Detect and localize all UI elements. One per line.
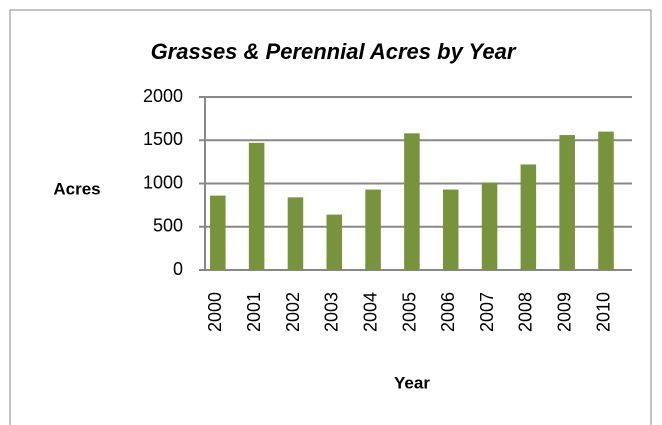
x-axis-label: Year xyxy=(394,373,430,392)
x-tick-label: 2010 xyxy=(593,292,613,332)
bar xyxy=(481,182,498,270)
x-tick-label: 2001 xyxy=(244,292,264,332)
y-tick-label: 500 xyxy=(153,216,183,236)
x-tick-label: 2003 xyxy=(322,292,342,332)
bar xyxy=(404,133,420,270)
x-tick-label: 2000 xyxy=(205,292,225,332)
bar xyxy=(248,142,265,270)
y-axis-label: Acres xyxy=(53,179,100,198)
bar xyxy=(520,164,537,270)
y-tick-label: 1000 xyxy=(143,172,183,192)
bar xyxy=(365,189,381,270)
x-tick-label: 2007 xyxy=(477,292,497,332)
bar xyxy=(326,214,343,270)
x-tick-label: 2006 xyxy=(438,292,458,332)
x-tick-label: 2009 xyxy=(555,292,575,332)
y-tick-label: 1500 xyxy=(143,129,183,149)
bar xyxy=(559,135,575,270)
bar xyxy=(598,131,614,270)
bar xyxy=(442,189,459,270)
x-tick-label: 2002 xyxy=(283,292,303,332)
bar xyxy=(210,195,226,270)
y-tick-label: 0 xyxy=(173,259,183,279)
x-tick-label: 2005 xyxy=(399,292,419,332)
x-tick-label: 2008 xyxy=(516,292,536,332)
x-tick-label: 2004 xyxy=(360,292,380,332)
bar xyxy=(287,197,304,270)
chart-title: Grasses & Perennial Acres by Year xyxy=(151,39,517,64)
y-tick-label: 2000 xyxy=(143,86,183,106)
